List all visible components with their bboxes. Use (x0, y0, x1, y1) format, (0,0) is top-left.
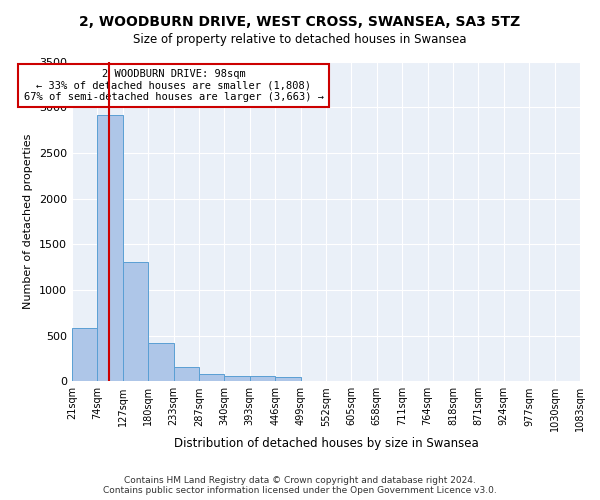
Bar (275, 377, 301, 382)
Bar (148, 344, 173, 382)
Text: Size of property relative to detached houses in Swansea: Size of property relative to detached ho… (133, 32, 467, 46)
X-axis label: Distribution of detached houses by size in Swansea: Distribution of detached houses by size … (173, 437, 478, 450)
Bar (199, 374, 224, 382)
Y-axis label: Number of detached properties: Number of detached properties (23, 134, 34, 309)
Bar (72, 328, 97, 382)
Text: 2 WOODBURN DRIVE: 98sqm
← 33% of detached houses are smaller (1,808)
67% of semi: 2 WOODBURN DRIVE: 98sqm ← 33% of detache… (23, 69, 323, 102)
Bar (123, 262, 148, 382)
Text: 2, WOODBURN DRIVE, WEST CROSS, SWANSEA, SA3 5TZ: 2, WOODBURN DRIVE, WEST CROSS, SWANSEA, … (79, 15, 521, 29)
Text: Contains HM Land Registry data © Crown copyright and database right 2024.
Contai: Contains HM Land Registry data © Crown c… (103, 476, 497, 495)
Bar (250, 376, 275, 382)
Bar (173, 367, 199, 382)
Bar (224, 376, 250, 382)
Bar (97, 114, 123, 382)
